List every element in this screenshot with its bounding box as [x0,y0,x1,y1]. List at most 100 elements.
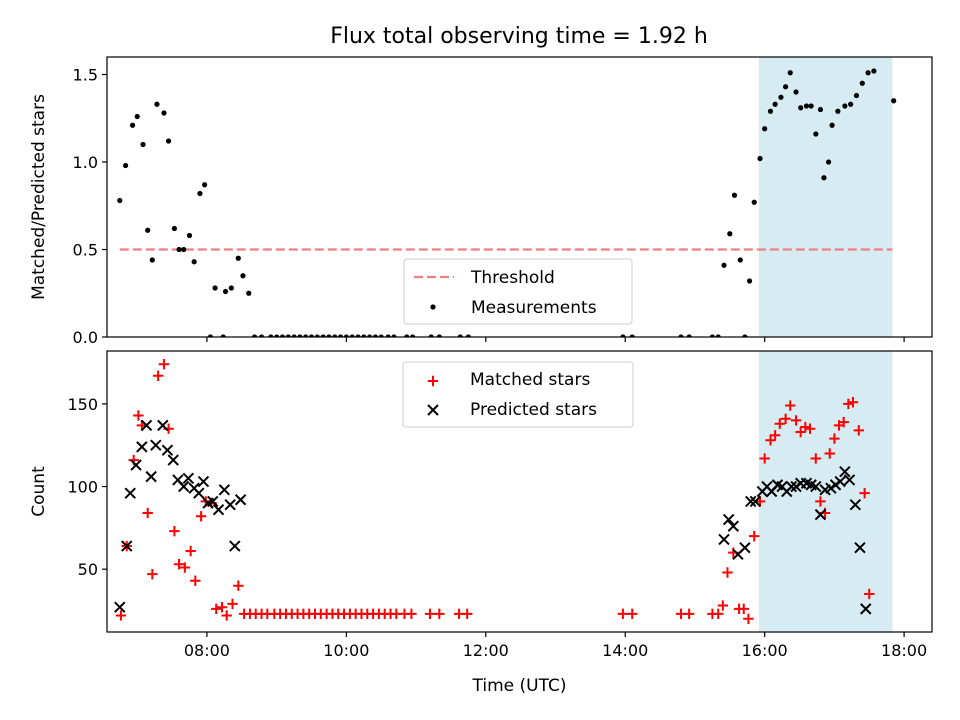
measurement-point [246,290,252,296]
highlight-span [758,57,893,337]
measurement-point [813,131,819,137]
matched-star-point [810,453,822,464]
legend-threshold-label: Threshold [470,268,555,288]
legend-predicted-swatch [427,404,439,416]
legend-measurement-label: Measurements [471,298,597,318]
y-tick-label: 1.0 [73,153,98,172]
matched-star-point [774,418,785,429]
matched-star-point [133,410,144,421]
measurement-point [803,103,810,109]
predicted-star-point [157,419,169,432]
predicted-star-point [167,454,179,466]
measurement-point [727,231,733,237]
predicted-star-point [177,480,190,493]
measurement-point [355,334,361,337]
x-axis-label: Time (UTC) [472,676,567,696]
matched-star-point [233,580,244,591]
matched-star-point [158,359,170,370]
matched-star-point [847,397,859,408]
predicted-star-point [834,475,846,488]
matched-star-point [864,588,875,600]
measurement-point [207,334,214,337]
measurement-point [291,334,297,337]
measurement-point [181,246,187,253]
matched-star-point [795,426,806,438]
matched-star-point [838,416,849,428]
matched-star-point [195,511,207,522]
measurement-point [372,334,379,337]
measurement-point [825,159,832,165]
y-tick-label: 50 [78,560,98,579]
predicted-star-point [745,495,757,508]
predicted-star-point [140,419,153,432]
matched-star-point [712,608,724,620]
measurement-point [798,105,804,111]
chart-title: Flux total observing time = 1.92 h [330,24,708,49]
matched-star-point [173,559,185,570]
measurement-point [220,334,226,337]
predicted-star-point [839,465,851,478]
matched-star-point [738,603,749,615]
measurement-point [320,334,326,337]
measurement-point [308,334,315,337]
predicted-star-point [193,487,205,499]
predicted-star-point [218,484,231,496]
y-axis-label: Matched/Predicted stars [29,94,49,300]
legend: Matched stars Predicted stars [402,361,634,428]
measurement-point [186,232,193,239]
measurement-point [891,98,897,104]
matched-star-point [843,398,854,410]
matched-star-point [683,608,695,620]
measurement-point [404,334,410,337]
measurement-point [629,334,635,337]
matched-starsseries [115,359,875,624]
measurement-point [821,175,827,181]
y-tick-label: 1.5 [73,66,98,85]
measurement-point [620,334,626,337]
predicted-star-point [197,475,210,488]
legend-box [402,361,634,428]
measurement-point [122,162,129,169]
measurement-point [731,192,738,198]
measurement-point [391,334,397,337]
matched-star-point [804,423,816,434]
matched-star-point [406,608,417,620]
matched-star-point [216,602,228,613]
measurement-point [222,288,229,295]
predicted-star-point [718,533,730,546]
predicted-star-point [849,499,862,511]
predicted-star-point [224,499,236,511]
predicted-star-point [814,508,827,521]
predicted-star-point [212,503,225,516]
x-tick-label: 10:00 [323,641,369,660]
ratio-axes: 0.0 0.5 1.0 1.5 Matched/Predicted stars Thres… [29,56,933,347]
matched-star-point [115,610,127,621]
matched-star-point [859,487,870,499]
y-tick-label: 0.0 [73,328,98,347]
predicted-star-point [121,540,133,552]
measurement-point [145,227,151,233]
matched-star-point [142,507,153,519]
measurement-point [808,103,814,109]
measurement-point [349,334,355,337]
matched-star-point [221,610,232,621]
matched-star-point [462,608,473,620]
predicted-star-point [739,541,751,554]
measurement-point [268,334,274,337]
predicted-star-point [114,601,126,613]
measurement-point [848,101,854,107]
measurement-point [337,334,344,337]
matched-star-point [785,400,796,411]
y-tick-label: 0.5 [73,241,98,260]
x-tick-label: 18:00 [881,641,927,660]
measurement-point [176,246,182,253]
x-tick-label: 16:00 [742,641,788,660]
measurement-point [285,334,291,337]
predicted-star-point [785,480,798,493]
matched-star-point [800,421,811,433]
predicted-star-point [182,472,195,484]
measurement-point [378,334,384,337]
measurement-point [367,334,373,337]
measurement-point [746,278,753,284]
